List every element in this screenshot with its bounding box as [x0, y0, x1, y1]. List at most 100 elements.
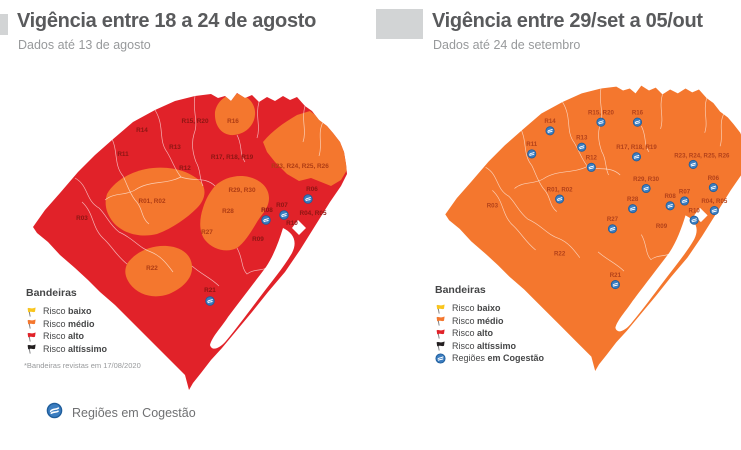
- region-label-r27: R27: [607, 216, 619, 223]
- legend-item-risco-baixo: Risco baixo: [435, 302, 544, 315]
- cogestao-icon: [631, 152, 642, 162]
- region-label-r11: R11: [117, 151, 129, 158]
- region-label-r28: R28: [627, 196, 639, 203]
- region-borders: [485, 88, 725, 272]
- region-label-r06: R06: [708, 175, 720, 182]
- region-label-r10: R10: [286, 220, 298, 227]
- legend-item-regiões-em-cogestão: Regiões em Cogestão: [435, 352, 544, 365]
- region-label-r13: R13: [169, 144, 181, 151]
- state-shape: [445, 85, 741, 372]
- legend-item-risco-médio: Risco médio: [435, 315, 544, 328]
- legend-item-label: Risco alto: [43, 331, 85, 342]
- cogestao-icon: [555, 194, 565, 204]
- region-label-r17-r18-r19: R17, R18, R19: [211, 154, 254, 161]
- map-left-august: R14 R15, R20 R16 R13 R11 R17, R18, R19 R23, R2…: [15, 82, 347, 394]
- right-legend: Bandeiras Risco baixo Risco médio Risco al…: [435, 284, 544, 365]
- cogestao-icon: [46, 402, 63, 419]
- region-label-r07: R07: [276, 202, 288, 209]
- cogestao-icon: [641, 183, 651, 194]
- cogestao-icon: [632, 117, 643, 127]
- region-label-r16: R16: [632, 110, 644, 117]
- region-center: [200, 176, 269, 251]
- legend-item-label: Regiões em Cogestão: [452, 353, 545, 364]
- flag-icon: [436, 316, 445, 326]
- region-label-r28: R28: [222, 208, 234, 215]
- region-label-r03: R03: [76, 215, 88, 222]
- region-label-r15-r20: R15, R20: [182, 118, 209, 125]
- region-label-r22: R22: [554, 251, 566, 258]
- cogestao-icon: [665, 201, 675, 211]
- cogestao-icon: [527, 149, 537, 159]
- cogestao-icon: [596, 117, 606, 127]
- cogestao-icon: [46, 402, 63, 424]
- lagoons: [614, 207, 708, 361]
- region-r16: [214, 93, 256, 136]
- region-label-r15-r20: R15, R20: [588, 110, 614, 117]
- cogestao-icon: [46, 402, 63, 419]
- cogestao-icon: [435, 353, 446, 364]
- region-label-r27: R27: [201, 229, 213, 236]
- region-label-r01-r02: R01, R02: [547, 186, 573, 193]
- flag-icon: [436, 329, 445, 339]
- lagoons: [209, 220, 306, 379]
- region-label-r06: R06: [306, 186, 318, 193]
- legend-title: Bandeiras: [435, 284, 486, 296]
- flag-icon: [436, 304, 445, 314]
- flag-icon: [436, 341, 445, 351]
- region-label-r10: R10: [689, 208, 701, 215]
- cogestao-icon: [586, 162, 596, 172]
- cogestao-icon: [279, 210, 289, 220]
- cogestao-icon: [607, 224, 618, 234]
- legend-item-risco-alto: Risco alto: [26, 330, 107, 343]
- region-label-r09: R09: [656, 223, 668, 230]
- region-label-r11: R11: [526, 141, 537, 148]
- labels-layer: R14 R15, R20 R16 R13 R11 R17, R18, R19 R23, R2…: [76, 118, 329, 306]
- legend-item-label: Risco alto: [452, 328, 494, 339]
- region-label-r29-r30: R29, R30: [229, 187, 256, 194]
- flag-icon: [27, 319, 36, 329]
- flag-icon: [27, 344, 36, 354]
- cogestao-icon: [435, 353, 446, 364]
- region-r22: [125, 245, 193, 297]
- cogestao-icon: [628, 204, 638, 214]
- region-label-r09: R09: [252, 236, 264, 243]
- region-label-r23-r24-r25-r26: R23, R24, R25, R26: [271, 163, 329, 170]
- legend-item-label: Risco baixo: [452, 303, 501, 314]
- cogestao-icon: [689, 215, 699, 225]
- region-label-r07: R07: [679, 188, 691, 195]
- region-label-r16: R16: [227, 118, 239, 125]
- cogestao-icon: [709, 206, 719, 216]
- left-footnote: *Bandeiras revistas em 17/08/2020: [24, 361, 141, 370]
- state-shape: [33, 93, 347, 390]
- legend-item-label: Risco altíssimo: [452, 340, 517, 351]
- cogestao-icon: [261, 215, 271, 225]
- region-label-r04-r05: R04, R05: [300, 210, 327, 217]
- region-label-r14: R14: [544, 118, 556, 125]
- flag-icon: [27, 307, 36, 317]
- left-cogestao-row: Regiões em Cogestão: [46, 402, 196, 424]
- legend-item-label: Risco altíssimo: [43, 343, 108, 354]
- cogestao-label: Regiões em Cogestão: [72, 406, 196, 420]
- region-label-r21: R21: [204, 287, 216, 294]
- region-label-r29-r30: R29, R30: [633, 176, 659, 183]
- region-label-r08: R08: [665, 193, 677, 200]
- cogestao-icon: [708, 182, 718, 193]
- legend-item-risco-alto: Risco alto: [435, 327, 544, 340]
- map-right-september: R14 R15, R20 R16 R13 R11 R17, R18, R19 R23, R2…: [428, 75, 741, 375]
- legend-item-label: Risco médio: [452, 315, 504, 326]
- legend-item-risco-altíssimo: Risco altíssimo: [435, 340, 544, 353]
- left-panel-title: Vigência entre 18 a 24 de agosto: [17, 10, 317, 32]
- right-panel-title: Vigência entre 29/set a 05/out: [432, 10, 703, 32]
- flag-icon: [27, 332, 36, 342]
- legend-item-risco-altíssimo: Risco altíssimo: [26, 343, 107, 356]
- region-r0102: [105, 167, 205, 236]
- overlay-regions: [105, 93, 347, 297]
- cogestao-icon: [680, 196, 690, 206]
- region-east: [263, 111, 347, 186]
- cogestao-icon: [577, 142, 587, 152]
- region-label-r22: R22: [146, 265, 158, 272]
- legend-item-label: Risco baixo: [43, 306, 92, 317]
- header-accent-left: [0, 14, 8, 35]
- left-legend: Bandeiras Risco baixo Risco médio Risco al…: [26, 287, 107, 355]
